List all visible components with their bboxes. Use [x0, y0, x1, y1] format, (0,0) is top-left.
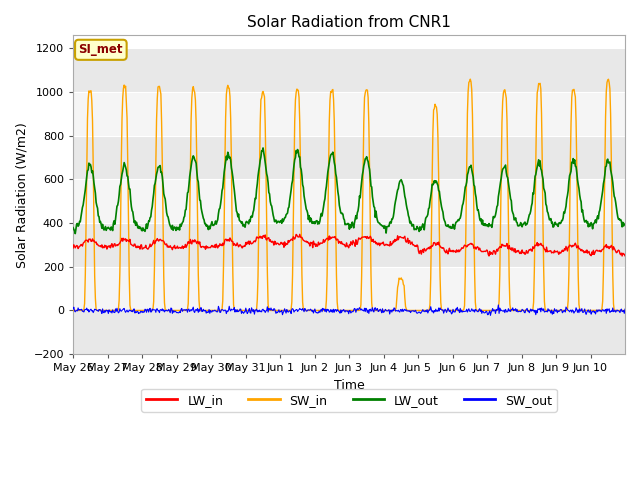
LW_out [621, 221, 629, 227]
SW_out [263, 308, 271, 313]
SW_out [437, 306, 445, 312]
SW_in [467, 76, 474, 82]
LW_in [296, 231, 303, 237]
Line: SW_in: SW_in [73, 79, 625, 311]
Bar [73, 223, 625, 267]
SW_in [263, 221, 271, 227]
Title: Solar Radiation from CNR1: Solar Radiation from CNR1 [247, 15, 451, 30]
LW_in [236, 243, 243, 249]
X-axis label: Time: Time [333, 379, 364, 392]
LW_out [135, 224, 143, 229]
SW_out [284, 309, 291, 314]
Bar [73, 136, 625, 180]
LW_in [618, 253, 626, 259]
Bar [73, 267, 625, 311]
Bar [73, 311, 625, 354]
Bar [73, 180, 625, 223]
LW_in [69, 245, 77, 251]
LW_out [236, 218, 244, 224]
Bar [73, 48, 625, 92]
LW_in [284, 241, 291, 247]
LW_in [263, 237, 271, 243]
LW_in [438, 244, 445, 250]
LW_out [69, 225, 77, 230]
SW_out [236, 308, 243, 314]
Y-axis label: Solar Radiation (W/m2): Solar Radiation (W/m2) [15, 122, 28, 268]
SW_out [406, 308, 413, 313]
Line: LW_in: LW_in [73, 234, 625, 256]
LW_in [134, 245, 141, 251]
Line: SW_out: SW_out [73, 305, 625, 315]
LW_out [72, 231, 79, 237]
SW_in [284, 308, 291, 313]
Line: LW_out: LW_out [73, 148, 625, 234]
LW_in [621, 253, 629, 259]
LW_in [407, 241, 415, 247]
SW_out [621, 306, 629, 312]
SW_out [69, 306, 77, 312]
Bar [73, 92, 625, 136]
SW_in [236, 308, 243, 313]
SW_in [437, 300, 445, 305]
SW_out [495, 302, 502, 308]
SW_in [621, 308, 629, 313]
SW_out [134, 309, 141, 314]
LW_out [285, 204, 292, 210]
SW_in [69, 308, 77, 313]
Legend: LW_in, SW_in, LW_out, SW_out: LW_in, SW_in, LW_out, SW_out [141, 389, 557, 412]
LW_out [264, 180, 272, 186]
LW_out [438, 207, 446, 213]
SW_in [134, 308, 141, 313]
SW_out [486, 312, 494, 318]
Text: SI_met: SI_met [79, 43, 123, 56]
SW_in [406, 308, 413, 313]
LW_out [259, 145, 267, 151]
LW_out [408, 220, 415, 226]
